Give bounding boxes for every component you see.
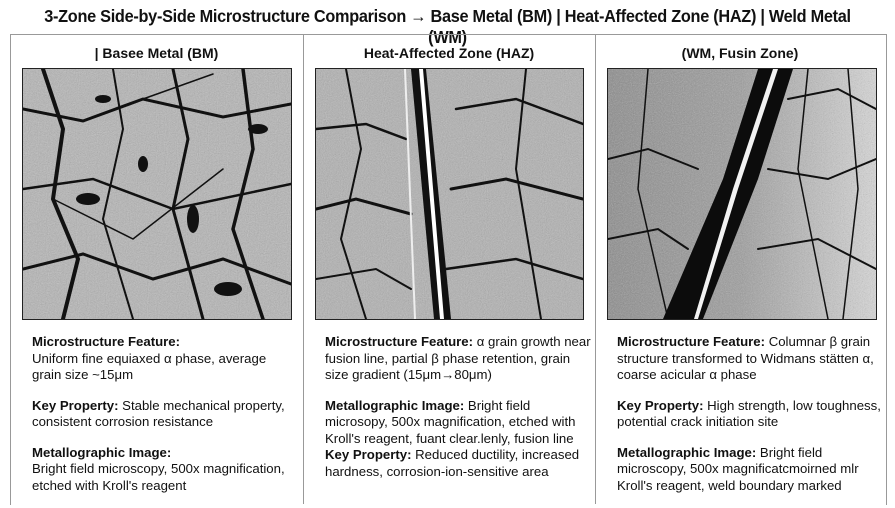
panel-description: Microstructure Feature: Uniform fine equi… [32, 334, 297, 508]
property-label: Key Property: [32, 397, 119, 413]
panel-heat-affected-zone: Heat-Affected Zone (HAZ) Microstr [303, 34, 596, 504]
panel-header: Heat-Affected Zone (HAZ) [363, 45, 535, 61]
image-label: Metallographic Image: [32, 444, 172, 460]
weld-metal-micrograph [607, 68, 877, 320]
property-label: Key Property: [325, 447, 412, 462]
panel-weld-metal: (WM, Fusin Zone) Microstructure [595, 34, 885, 504]
haz-micrograph [315, 68, 584, 320]
feature-text: Columnar β grain structure transformed t… [617, 334, 874, 382]
base-metal-micrograph [22, 68, 292, 320]
property-text: Reduced ductility, increased hardness, c… [325, 447, 580, 479]
image-label: Metallographic Image: [325, 397, 465, 413]
property-text: Stable mechanical property, consistent c… [32, 397, 285, 430]
panel-description: Microstructure Feature: α grain growth n… [325, 334, 593, 494]
panel-header: (WM, Fusin Zone) [681, 45, 799, 61]
feature-label: Microstructure Feature: [325, 334, 474, 349]
feature-label: Microstructure Feature: [617, 334, 766, 349]
panel-base-metal: | Basee Metal (BM) [10, 34, 304, 504]
feature-label: Microstructure Feature: [32, 334, 181, 349]
feature-text: Uniform fine equiaxed α phase, average g… [32, 350, 267, 383]
image-text: Bright field microscopy, 500x magnificat… [32, 461, 285, 493]
comparison-frame [10, 34, 887, 505]
page-title: 3-Zone Side-by-Side Microstructure Compa… [44, 6, 851, 47]
feature-text: α grain growth near fusion line, partial… [325, 334, 591, 382]
property-label: Key Property: [617, 397, 704, 413]
property-text: High strength, low toughness, potential … [617, 397, 881, 430]
panel-description: Microstructure Feature: Columnar β grain… [617, 334, 885, 508]
image-text: Bright field microscopy, 500x magnificat… [617, 444, 859, 493]
panel-header: | Basee Metal (BM) [94, 45, 219, 61]
image-text: Bright field microsopy, 500x magnificati… [325, 397, 576, 446]
image-label: Metallographic Image: [617, 444, 757, 460]
